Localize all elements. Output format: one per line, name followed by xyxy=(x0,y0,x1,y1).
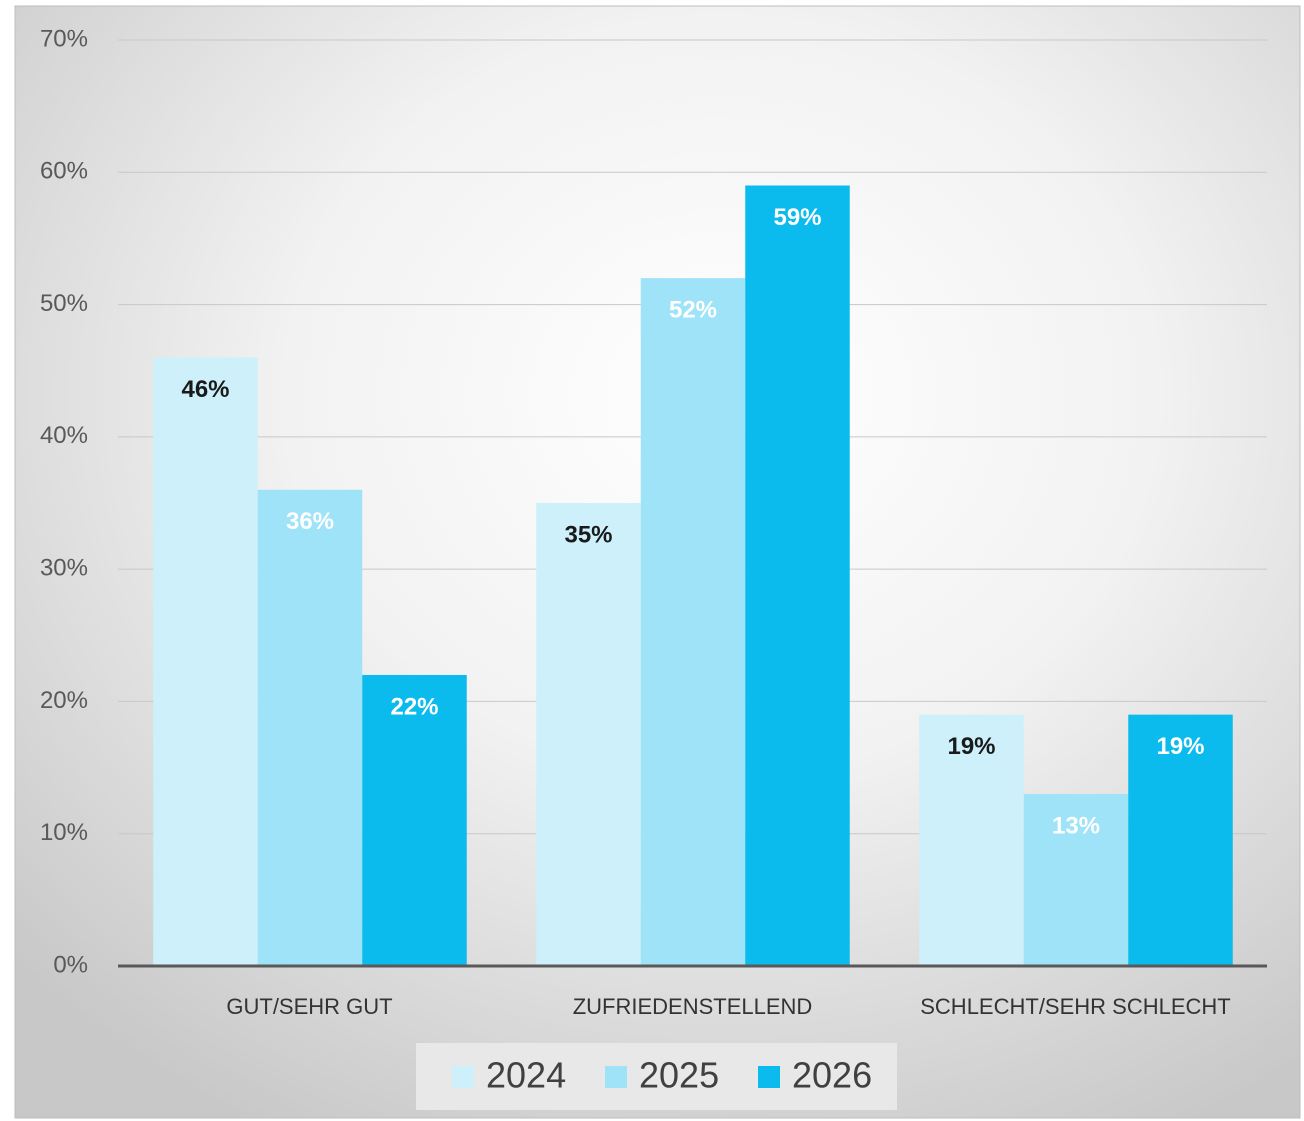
value-label: 36% xyxy=(286,508,334,535)
legend-label: 2026 xyxy=(792,1055,872,1096)
bar xyxy=(536,503,641,966)
bar xyxy=(153,357,258,966)
value-label: 13% xyxy=(1052,812,1100,839)
legend-swatch xyxy=(452,1066,474,1088)
value-label: 19% xyxy=(1156,733,1204,760)
legend-label: 2025 xyxy=(639,1055,719,1096)
bar xyxy=(362,674,467,966)
y-tick-label: 60% xyxy=(40,158,88,185)
bar xyxy=(745,185,850,966)
bar xyxy=(1023,794,1129,966)
bar xyxy=(1128,714,1233,966)
value-label: 22% xyxy=(390,693,438,720)
legend-box xyxy=(416,1043,897,1110)
y-tick-label: 10% xyxy=(40,819,88,846)
value-label: 46% xyxy=(181,376,229,403)
value-label: 35% xyxy=(564,521,612,548)
value-label: 59% xyxy=(773,204,821,231)
x-tick-label: ZUFRIEDENSTELLEND xyxy=(573,994,813,1019)
y-tick-label: 20% xyxy=(40,687,88,714)
y-tick-label: 70% xyxy=(40,25,88,52)
value-label: 19% xyxy=(947,733,995,760)
y-tick-label: 40% xyxy=(40,422,88,449)
legend-label: 2024 xyxy=(486,1055,566,1096)
bar xyxy=(919,714,1024,966)
x-tick-label: GUT/SEHR GUT xyxy=(226,994,392,1019)
y-tick-label: 50% xyxy=(40,290,88,317)
legend-swatch xyxy=(605,1066,627,1088)
y-tick-label: 30% xyxy=(40,554,88,581)
bar xyxy=(257,489,363,966)
legend-swatch xyxy=(758,1066,780,1088)
y-tick-label: 0% xyxy=(53,951,88,978)
x-tick-label: SCHLECHT/SEHR SCHLECHT xyxy=(920,994,1231,1019)
bar xyxy=(640,278,746,967)
value-label: 52% xyxy=(669,296,717,323)
